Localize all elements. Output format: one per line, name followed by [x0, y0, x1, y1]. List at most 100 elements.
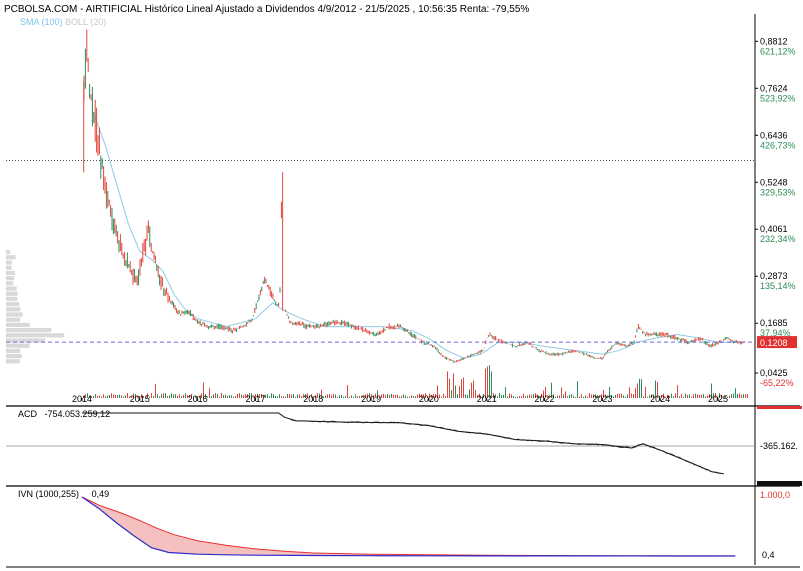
volume-bar [217, 393, 218, 398]
volume-bar [205, 394, 206, 398]
volume-bar [707, 395, 708, 398]
volume-bar [131, 396, 132, 398]
volume-bar [343, 396, 344, 398]
volume-bar [739, 393, 740, 398]
volume-bar [185, 393, 186, 398]
volume-bar [159, 396, 160, 398]
volume-bar [727, 396, 728, 398]
volume-bar [563, 394, 564, 398]
volume-profile-bar [6, 354, 22, 359]
volume-bar [435, 394, 436, 398]
volume-profile-bar [6, 291, 18, 296]
sma-line [93, 112, 736, 359]
volume-bar [647, 396, 648, 398]
volume-bar [99, 395, 100, 398]
volume-bar [539, 396, 540, 398]
volume-bar [97, 395, 98, 398]
volume-bar [619, 393, 620, 398]
volume-bar [393, 394, 394, 398]
volume-bar [215, 393, 216, 398]
volume-bar [599, 395, 600, 398]
volume-bar [477, 395, 478, 398]
volume-bar [149, 396, 150, 398]
volume-bar [403, 394, 404, 398]
volume-bar [365, 394, 366, 398]
ivn-tick-label: 0,4 [762, 550, 775, 560]
volume-bar [273, 394, 274, 398]
volume-bar [193, 396, 194, 398]
volume-bar [307, 393, 308, 398]
volume-bar [405, 395, 406, 398]
volume-bar [733, 393, 734, 398]
volume-bar [511, 394, 512, 398]
indicator-legend: SMA (100) BOLL (20) [20, 17, 106, 27]
volume-bar [503, 394, 504, 398]
volume-bar [359, 396, 360, 398]
volume-bar [651, 394, 652, 398]
volume-bar [579, 396, 580, 398]
volume-bar [207, 396, 208, 398]
volume-bar [301, 396, 302, 398]
volume-bar [709, 394, 710, 398]
volume-bar [673, 396, 674, 398]
volume-bar [167, 396, 168, 398]
volume-bar [363, 395, 364, 398]
volume-bar [479, 393, 480, 398]
volume-bar [613, 396, 614, 398]
volume-bar [621, 393, 622, 398]
volume-bar [397, 394, 398, 398]
volume-bar [521, 396, 522, 398]
volume-bar [419, 393, 420, 398]
volume-bar [371, 394, 372, 398]
volume-bar [735, 388, 736, 398]
volume-bar [469, 389, 470, 398]
volume-bar [295, 396, 296, 398]
volume-bar [641, 379, 642, 398]
volume-profile-bar [6, 302, 20, 307]
year-tick-label: 2022 [535, 394, 555, 404]
volume-bar [137, 395, 138, 398]
volume-bar [553, 394, 554, 398]
volume-bar [123, 396, 124, 398]
volume-bar [249, 393, 250, 398]
volume-bar [247, 394, 248, 398]
volume-bar [347, 385, 348, 398]
volume-bar [255, 394, 256, 398]
volume-bar [501, 395, 502, 398]
volume-bar [361, 395, 362, 398]
volume-bar [601, 394, 602, 398]
price-tick-label: 0,5248 [760, 177, 788, 187]
volume-bar [175, 394, 176, 398]
volume-bar [569, 394, 570, 398]
volume-bar [639, 378, 640, 398]
volume-bar [269, 396, 270, 398]
volume-bar [379, 396, 380, 398]
volume-bar [107, 395, 108, 398]
volume-bar [631, 393, 632, 398]
volume-bar [311, 394, 312, 398]
volume-bar [111, 393, 112, 398]
percent-tick-label: 135,14% [760, 281, 796, 291]
volume-bar [153, 395, 154, 398]
volume-bar [679, 396, 680, 398]
volume-bar [325, 395, 326, 398]
price-tick-label: 0,8812 [760, 36, 788, 46]
volume-bar [523, 393, 524, 398]
year-tick-label: 2016 [188, 394, 208, 404]
volume-bar [95, 394, 96, 398]
volume-bar [85, 394, 86, 398]
volume-bar [321, 389, 322, 398]
price-tick-label: 0,1685 [760, 318, 788, 328]
volume-bar [327, 394, 328, 398]
volume-bar [243, 395, 244, 398]
volume-bar [649, 395, 650, 398]
volume-bar [663, 393, 664, 398]
volume-bar [661, 394, 662, 398]
volume-bar [567, 396, 568, 398]
volume-bar [83, 396, 84, 398]
year-tick-label: 2018 [303, 394, 323, 404]
volume-bar [439, 394, 440, 398]
year-tick-label: 2024 [650, 394, 670, 404]
volume-bar [349, 396, 350, 398]
